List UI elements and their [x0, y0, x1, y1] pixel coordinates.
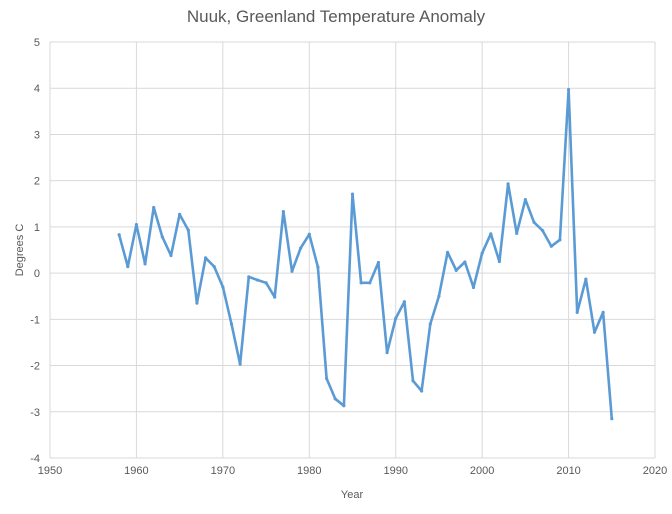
data-point — [316, 265, 320, 269]
data-points — [117, 88, 614, 421]
data-point — [437, 294, 441, 298]
data-point — [532, 220, 536, 224]
x-tick-label: 1990 — [383, 465, 407, 477]
data-point — [290, 269, 294, 273]
data-point — [169, 253, 173, 258]
gridlines — [49, 41, 656, 459]
data-point — [497, 259, 502, 264]
y-tick-label: 5 — [34, 37, 40, 49]
data-point — [152, 205, 156, 210]
data-point — [307, 232, 311, 236]
data-point — [420, 389, 424, 393]
data-point — [255, 278, 260, 282]
data-point — [178, 212, 182, 217]
x-axis-label: Year — [341, 489, 364, 501]
x-tick-label: 1950 — [38, 465, 62, 477]
series-line-temperature-anomaly — [117, 88, 614, 421]
data-point — [117, 233, 121, 237]
data-point — [203, 256, 208, 260]
data-point — [350, 192, 355, 196]
data-point — [359, 281, 363, 285]
x-tick-label: 1980 — [297, 465, 321, 477]
data-point — [281, 210, 285, 214]
data-point — [333, 397, 337, 401]
y-tick-label: 2 — [34, 176, 40, 188]
data-point — [394, 316, 398, 321]
data-point — [186, 228, 190, 232]
data-point — [299, 246, 303, 250]
data-point — [385, 351, 389, 355]
y-tick-label: 1 — [34, 222, 40, 234]
data-point — [195, 301, 199, 305]
y-tick-label: -3 — [30, 407, 40, 419]
y-tick-label: -1 — [30, 314, 40, 326]
y-axis-label: Degrees C — [14, 224, 26, 277]
data-point — [247, 275, 251, 279]
data-point — [454, 268, 458, 272]
data-point — [558, 238, 562, 242]
data-point — [506, 182, 510, 186]
data-point — [549, 244, 553, 248]
x-tick-label: 2000 — [470, 465, 494, 477]
data-point — [160, 235, 164, 239]
data-point — [610, 417, 614, 421]
data-point — [489, 232, 493, 236]
data-point — [592, 330, 597, 334]
data-point — [411, 379, 415, 383]
x-axis-ticks: 1950 1960 1970 1980 1990 2000 2010 2020 — [38, 465, 667, 477]
data-point — [428, 322, 432, 326]
data-point — [584, 277, 588, 281]
x-tick-label: 1960 — [124, 465, 148, 477]
data-point — [342, 404, 346, 408]
y-tick-label: -4 — [30, 453, 40, 465]
y-tick-label: 0 — [34, 268, 40, 280]
data-point — [238, 362, 242, 366]
data-point — [541, 228, 545, 233]
data-point — [324, 376, 329, 381]
data-point — [575, 310, 579, 314]
data-point — [229, 322, 234, 326]
data-point — [480, 251, 484, 255]
y-axis-ticks: 5 4 3 2 1 0 -1 -2 -3 -4 — [30, 37, 40, 465]
data-point — [376, 260, 381, 265]
data-point — [221, 285, 225, 289]
data-point — [515, 231, 519, 235]
data-point — [463, 260, 467, 264]
data-point — [445, 250, 450, 254]
data-point — [273, 295, 277, 299]
data-point — [566, 88, 571, 92]
x-tick-label: 2010 — [556, 465, 580, 477]
data-point — [264, 281, 268, 285]
chart-title: Nuuk, Greenland Temperature Anomaly — [187, 7, 486, 26]
data-point — [134, 222, 139, 227]
y-tick-label: -2 — [30, 361, 40, 373]
y-tick-label: 4 — [34, 83, 40, 95]
data-point — [126, 265, 130, 269]
data-point — [523, 198, 527, 202]
data-point — [601, 310, 605, 314]
x-tick-label: 1970 — [211, 465, 235, 477]
data-point — [402, 300, 406, 304]
data-point — [143, 262, 147, 266]
data-point — [471, 285, 476, 290]
y-tick-label: 3 — [34, 129, 40, 141]
data-point — [212, 265, 216, 269]
x-tick-label: 2020 — [643, 465, 667, 477]
data-point — [368, 281, 372, 285]
